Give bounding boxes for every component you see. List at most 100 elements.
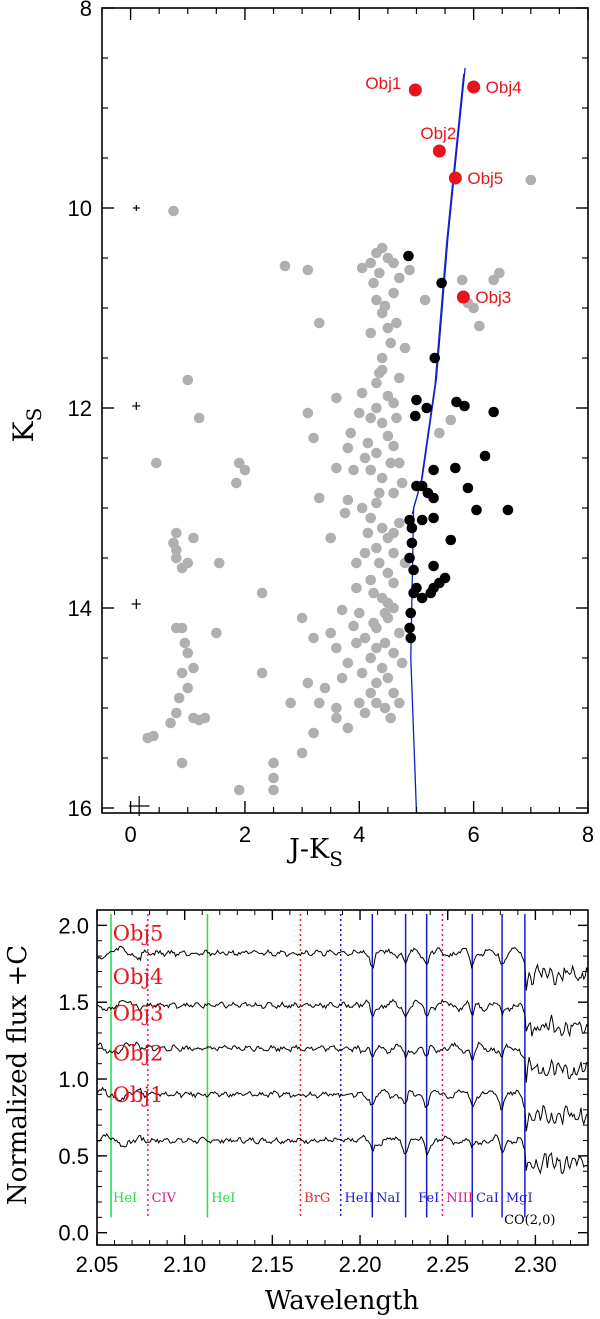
spectrum-label-obj4: Obj4 [113,965,164,989]
spectral-line-label: BrG [304,1191,330,1206]
field-star-point [233,457,245,469]
member-star-point [408,564,419,576]
field-star-point [176,622,188,634]
field-star-point [362,527,374,539]
field-star-point [365,257,377,269]
spectra-x-tick-label: 2.30 [514,1252,557,1277]
member-star-point [406,537,418,549]
field-star-point [376,472,388,484]
spectra-y-tick-label: 0.0 [58,1221,89,1246]
field-star-point [296,612,308,624]
field-star-point [371,247,382,259]
member-star-point [421,402,433,414]
member-star-point [411,394,422,406]
field-star-point [374,557,385,569]
member-star-point [488,406,499,418]
spectrum-obj4 [96,998,589,1038]
member-star-point [416,514,428,526]
field-star-point [388,440,399,452]
field-star-point [308,727,319,739]
field-star-point [382,672,394,684]
field-star-point [419,294,431,306]
field-star-point [368,587,379,599]
field-star-point [353,407,365,419]
field-star-point [388,397,399,409]
member-star-point [405,632,417,644]
field-star-point [382,390,394,402]
cmd-frame [101,7,589,814]
member-star-point [459,400,470,412]
spectra-x-tick-label: 2.05 [76,1252,119,1277]
field-star-point [211,627,222,639]
field-star-point [385,337,397,349]
field-star-point [371,402,382,414]
member-star-point [450,462,461,474]
object-label-obj2: Obj2 [420,124,456,143]
spectra-x-tick-label: 2.15 [251,1252,294,1277]
member-star-point [425,587,437,599]
field-star-point [342,657,354,669]
field-star-point [176,757,188,769]
object-label-obj4: Obj4 [486,78,522,97]
field-star-point [388,577,399,589]
field-star-point [371,497,382,509]
error-bars [128,205,150,816]
spectral-line-label: CaI [476,1191,499,1206]
spectral-line-label: HeI [211,1191,235,1206]
spectral-line-label: CO(2,0) [504,1213,555,1228]
spectral-line-label: HeI [113,1191,137,1206]
field-star-point [396,657,408,669]
member-star-point [416,592,428,604]
cmd-x-tick-label: 0 [124,822,136,847]
field-star-point [313,492,325,504]
spectral-line-label: CIV [152,1191,177,1206]
spectra-x-axis-title: Wavelength [265,1286,420,1316]
member-star-point [471,504,482,516]
field-star-point [385,457,397,469]
field-star-point [239,464,251,476]
cmd-y-ticks: 8 10 12 14 16 [68,0,588,821]
field-star-point [268,772,279,784]
field-star-point [376,662,388,674]
field-star-point [365,464,377,476]
field-star-point [302,264,314,276]
field-star-point [188,532,199,544]
member-star-point [416,480,428,492]
field-star-point [388,687,399,699]
spectral-line-label: HeII [345,1191,374,1206]
field-star-point [231,477,242,489]
field-star-point [371,377,382,389]
spectral-line-markers [110,914,526,1218]
object-label-obj5: Obj5 [467,169,503,188]
field-star-point [342,494,354,506]
field-star-point [388,287,399,299]
member-star-point [405,607,417,619]
field-star-point [336,604,348,616]
member-star-point [502,504,514,516]
member-star-point [404,514,415,526]
field-star-point [365,574,377,586]
cmd-y-tick-label: 14 [68,596,92,621]
field-star-point [365,687,377,699]
field-star-point [308,632,319,644]
field-star-point [199,712,211,724]
cmd-x-ticks: 0 2 4 6 8 [101,8,594,847]
field-star-point [356,667,368,679]
field-star-point [356,387,368,399]
field-star-point [331,702,342,714]
field-star-point [342,442,354,454]
field-star-point [182,647,194,659]
member-star-point [479,450,491,462]
member-star-point [408,587,419,599]
field-star-point [474,320,485,332]
field-star-point [168,205,179,217]
member-star-point [445,534,457,546]
field-star-point [379,637,391,649]
field-star-point [376,417,388,429]
field-star-point [394,372,405,384]
field-star-point [376,522,388,534]
field-star-point [188,662,199,674]
spectra-x-ticks: 2.05 2.10 2.15 2.20 2.25 2.30 [76,910,589,1277]
spectra-y-axis-title: Normalized flux +C [3,945,33,1205]
